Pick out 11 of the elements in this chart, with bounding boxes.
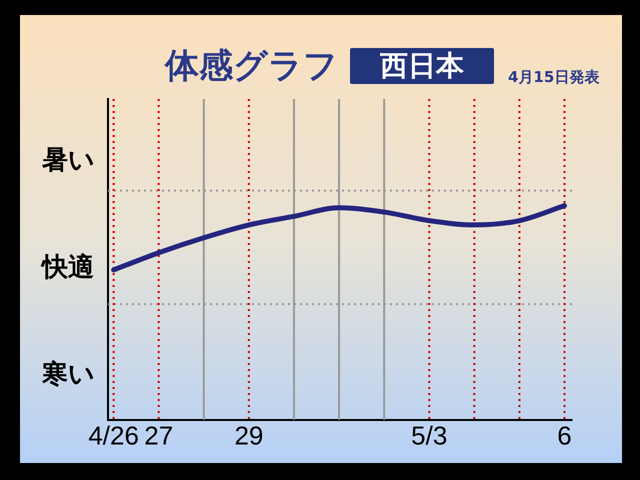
x-tick-label: 6 [557, 420, 572, 451]
text: 寒い [42, 358, 95, 392]
chart-subtitle: 西日本 [350, 48, 494, 84]
text: 快適 [42, 252, 94, 285]
chart-title: 体感グラフ [165, 45, 338, 88]
text: 4月15日発表 [508, 68, 600, 87]
x-tick-label: 29 [234, 420, 264, 451]
text: 暑い [42, 144, 95, 178]
x-tick-label: 4/26 [88, 420, 139, 451]
x-tick-label: 5/3 [411, 420, 448, 451]
x-tick-label: 27 [144, 420, 174, 451]
